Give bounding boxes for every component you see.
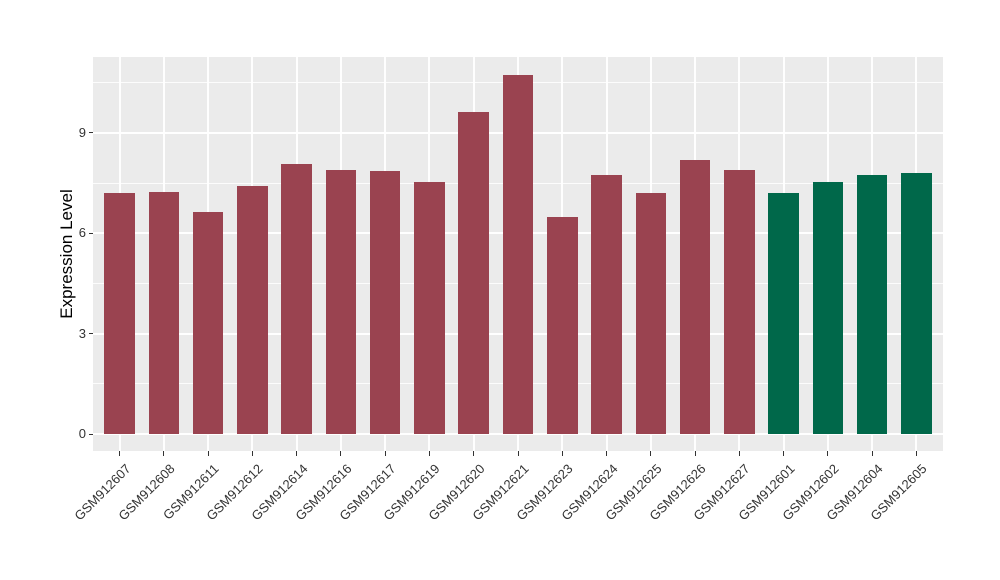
y-tick-mark — [89, 333, 93, 335]
x-tick-label: GSM912608 — [115, 461, 178, 524]
x-tick-mark — [251, 451, 253, 456]
x-tick-label: GSM912607 — [70, 461, 134, 524]
x-tick-label: GSM912619 — [380, 461, 444, 524]
x-tick-label: GSM912620 — [425, 461, 488, 524]
bar-GSM912602 — [812, 182, 844, 434]
bar-GSM912607 — [104, 193, 135, 434]
plot-panel — [93, 57, 943, 451]
x-tick-mark — [561, 451, 563, 456]
x-tick-mark — [473, 451, 475, 456]
x-tick-label: GSM912624 — [557, 461, 621, 524]
x-tick-mark — [827, 451, 829, 456]
x-tick-mark — [606, 451, 608, 456]
bar-GSM912624 — [591, 175, 622, 434]
x-tick-mark — [783, 451, 785, 456]
x-tick-mark — [428, 451, 430, 456]
x-tick-mark — [296, 451, 298, 456]
bar-GSM912604 — [856, 174, 888, 434]
x-tick-mark — [207, 451, 209, 456]
x-tick-mark — [650, 451, 652, 456]
x-tick-label: GSM912611 — [160, 461, 222, 523]
x-tick-label: GSM912625 — [602, 461, 665, 524]
y-tick-label: 9 — [78, 124, 86, 140]
bar-GSM912612 — [237, 185, 268, 434]
x-tick-mark — [915, 451, 917, 456]
x-tick-label: GSM912617 — [336, 461, 399, 524]
bar-GSM912627 — [724, 170, 755, 434]
y-axis-title: Expression Level — [57, 189, 76, 319]
bar-GSM912625 — [635, 192, 667, 434]
y-tick-mark — [89, 433, 93, 435]
bar-GSM912617 — [369, 171, 401, 434]
bar-GSM912621 — [502, 75, 534, 434]
bar-GSM912605 — [901, 172, 932, 434]
x-tick-label: GSM912616 — [292, 461, 355, 524]
x-tick-label: GSM912621 — [469, 461, 532, 524]
bar-GSM912623 — [546, 217, 578, 434]
bar-GSM912614 — [281, 164, 312, 434]
x-tick-mark — [738, 451, 740, 456]
x-tick-label: GSM912627 — [690, 461, 753, 524]
bar-GSM912601 — [768, 192, 799, 434]
y-tick-label: 6 — [78, 225, 86, 241]
bar-GSM912616 — [325, 169, 357, 434]
y-tick-label: 0 — [78, 426, 86, 441]
bar-GSM912619 — [414, 181, 445, 434]
x-tick-label: GSM912602 — [779, 461, 842, 524]
bar-GSM912626 — [679, 159, 711, 434]
x-tick-label: GSM912614 — [248, 461, 311, 524]
x-tick-label: GSM912605 — [867, 461, 931, 524]
x-tick-mark — [119, 451, 121, 456]
x-tick-label: GSM912601 — [735, 461, 798, 524]
bar-GSM912611 — [192, 212, 224, 434]
x-tick-mark — [871, 451, 873, 456]
bar-GSM912608 — [148, 192, 180, 434]
y-tick-mark — [89, 132, 93, 134]
x-tick-label: GSM912612 — [203, 461, 266, 524]
x-tick-mark — [517, 451, 519, 456]
x-tick-mark — [340, 451, 342, 456]
x-tick-mark — [694, 451, 696, 456]
x-tick-label: GSM912623 — [513, 461, 576, 524]
bar-GSM912620 — [458, 111, 489, 434]
y-tick-mark — [89, 232, 93, 234]
x-tick-mark — [384, 451, 386, 456]
x-tick-label: GSM912626 — [646, 461, 709, 524]
x-tick-mark — [163, 451, 165, 456]
y-tick-label: 3 — [78, 325, 86, 341]
x-tick-label: GSM912604 — [823, 461, 886, 524]
